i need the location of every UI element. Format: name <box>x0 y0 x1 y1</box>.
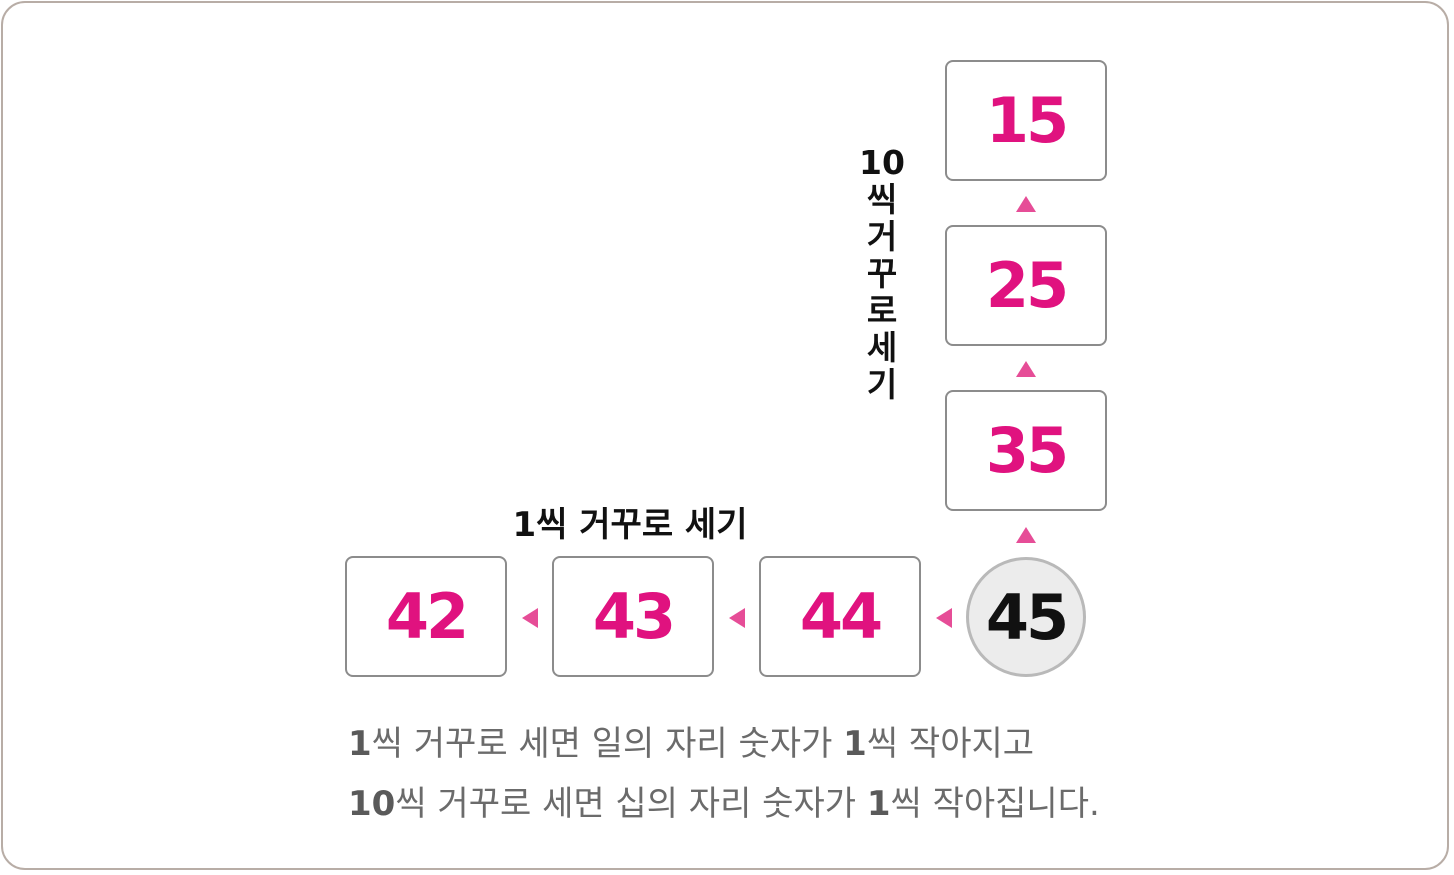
number-box-44: 44 <box>759 556 921 677</box>
caption-line-1: 1씩 거꾸로 세면 일의 자리 숫자가 1씩 작아지고 <box>348 716 1034 765</box>
number-box-25: 25 <box>945 225 1107 346</box>
start-number-circle: 45 <box>966 557 1086 677</box>
caption-number: 1 <box>843 724 867 764</box>
count-by-ten-label: 10 씩 거 꾸 로 세 기 <box>859 143 905 404</box>
up-arrow-icon <box>1016 361 1036 377</box>
count-by-one-label: 1씩 거꾸로 세기 <box>512 505 748 545</box>
number-box-35: 35 <box>945 390 1107 511</box>
number-box-43: 43 <box>552 556 714 677</box>
number-box-15: 15 <box>945 60 1107 181</box>
caption-text: 씩 작아지고 <box>866 724 1035 764</box>
caption-number: 1 <box>348 724 372 764</box>
up-arrow-icon <box>1016 196 1036 212</box>
caption-text: 씩 거꾸로 세면 십의 자리 숫자가 <box>395 784 867 824</box>
up-arrow-icon <box>1016 527 1036 543</box>
number-box-42: 42 <box>345 556 507 677</box>
caption-line-2: 10씩 거꾸로 세면 십의 자리 숫자가 1씩 작아집니다. <box>348 776 1100 825</box>
caption-number: 1 <box>866 784 891 824</box>
caption-number: 10 <box>348 784 396 824</box>
left-arrow-icon <box>522 608 538 628</box>
left-arrow-icon <box>729 608 745 628</box>
caption-text: 씩 작아집니다. <box>890 784 1100 824</box>
left-arrow-icon <box>936 608 952 628</box>
caption-text: 씩 거꾸로 세면 일의 자리 숫자가 <box>371 724 844 764</box>
